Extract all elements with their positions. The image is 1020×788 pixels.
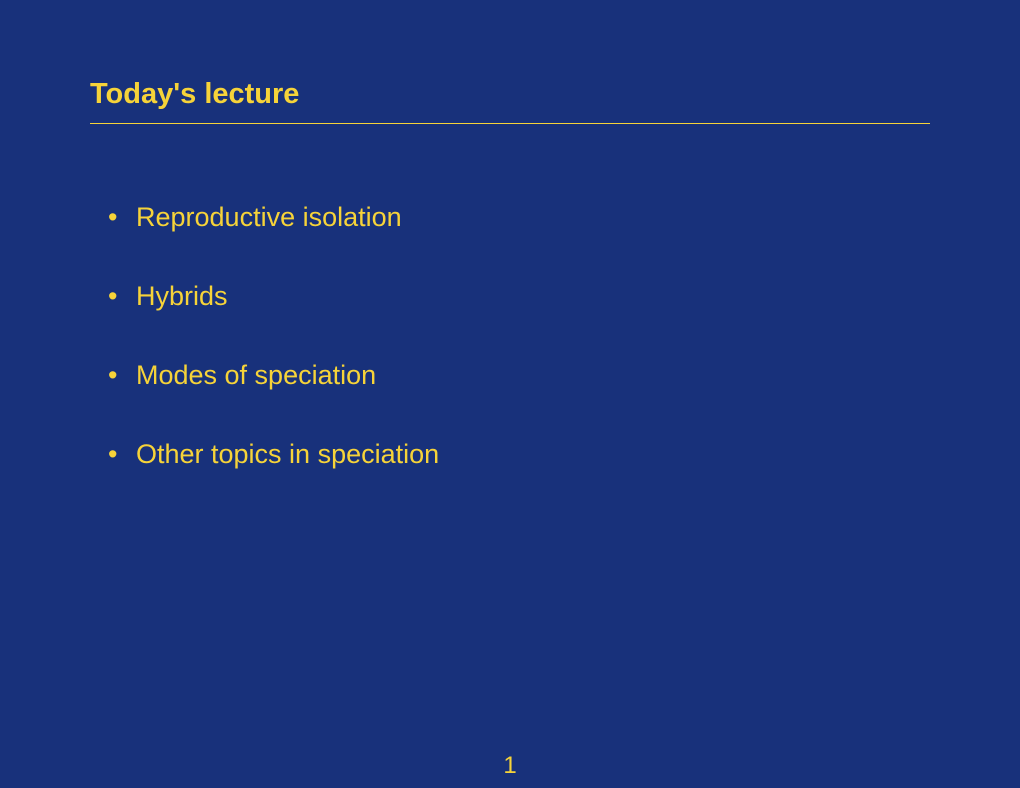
bullet-icon: • bbox=[108, 439, 117, 470]
list-item: • Other topics in speciation bbox=[108, 439, 930, 470]
bullet-text: Hybrids bbox=[136, 281, 228, 311]
title-rule bbox=[90, 123, 930, 124]
bullet-text: Modes of speciation bbox=[136, 360, 376, 390]
slide-title: Today's lecture bbox=[90, 78, 930, 123]
list-item: • Modes of speciation bbox=[108, 360, 930, 391]
bullet-text: Other topics in speciation bbox=[136, 439, 439, 469]
lecture-slide: Today's lecture • Reproductive isolation… bbox=[0, 0, 1020, 788]
bullet-text: Reproductive isolation bbox=[136, 202, 402, 232]
bullet-icon: • bbox=[108, 202, 117, 233]
bullet-icon: • bbox=[108, 360, 117, 391]
list-item: • Hybrids bbox=[108, 281, 930, 312]
page-number: 1 bbox=[503, 752, 516, 780]
bullet-list: • Reproductive isolation • Hybrids • Mod… bbox=[90, 202, 930, 470]
list-item: • Reproductive isolation bbox=[108, 202, 930, 233]
bullet-icon: • bbox=[108, 281, 117, 312]
